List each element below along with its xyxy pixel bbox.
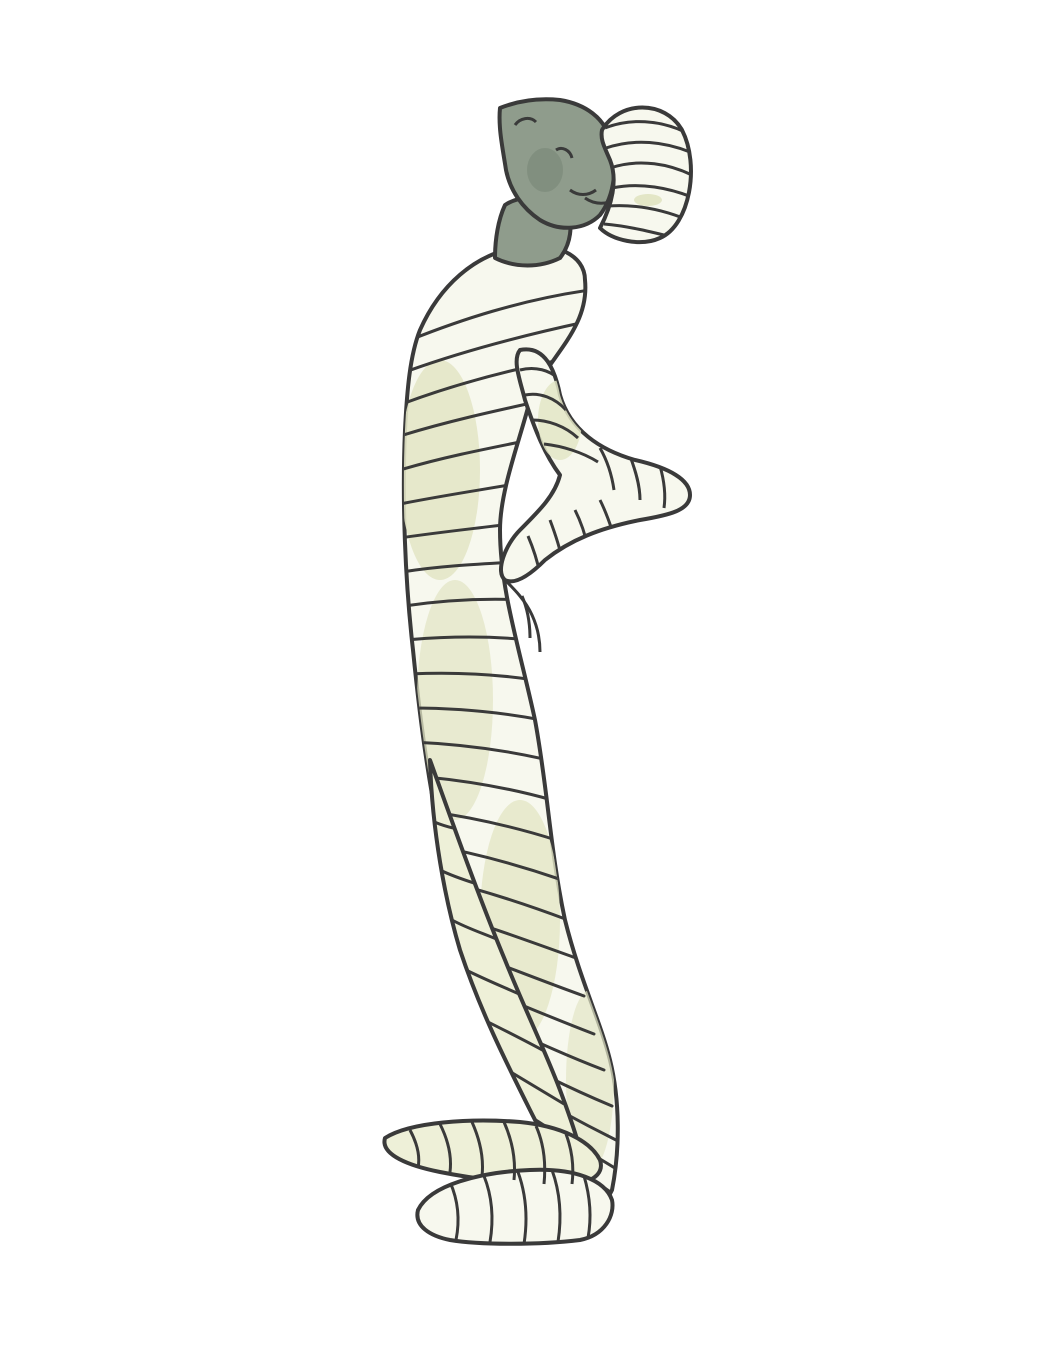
mummy-feet: [382, 1118, 615, 1246]
closed-eye-icon: [555, 146, 574, 159]
mummy-arm: [499, 347, 692, 653]
mummy-head: [497, 97, 617, 230]
mummy-head-wrap: [598, 105, 693, 245]
